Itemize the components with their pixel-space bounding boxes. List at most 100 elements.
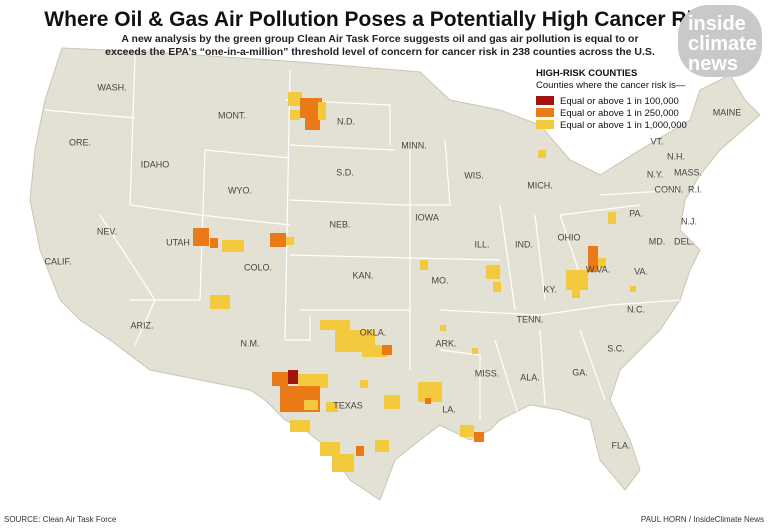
state-label: MONT. bbox=[218, 110, 246, 120]
state-label: NEB. bbox=[329, 219, 350, 229]
logo: inside climate news bbox=[678, 5, 762, 77]
state-label: WIS. bbox=[464, 170, 484, 180]
state-label: LA. bbox=[442, 404, 456, 414]
state-label: ILL. bbox=[474, 239, 489, 249]
county-cluster bbox=[425, 398, 431, 404]
state-label: COLO. bbox=[244, 262, 272, 272]
county-cluster bbox=[193, 228, 209, 246]
state-label: MINN. bbox=[401, 140, 427, 150]
county-cluster bbox=[210, 295, 230, 309]
state-label: TEXAS bbox=[333, 400, 363, 410]
county-cluster bbox=[320, 320, 350, 330]
legend-swatch bbox=[536, 108, 554, 117]
county-cluster bbox=[572, 286, 580, 298]
legend-subtitle: Counties where the cancer risk is— bbox=[536, 80, 686, 91]
state-label: MO. bbox=[432, 275, 449, 285]
county-cluster bbox=[566, 270, 588, 290]
state-label: S.C. bbox=[607, 343, 625, 353]
county-cluster bbox=[493, 282, 501, 292]
county-cluster bbox=[486, 265, 500, 279]
state-label: GA. bbox=[572, 367, 588, 377]
state-label: S.D. bbox=[336, 167, 354, 177]
county-cluster bbox=[320, 442, 340, 456]
state-label: MD. bbox=[649, 236, 666, 246]
county-cluster bbox=[286, 237, 294, 245]
state-label: N.D. bbox=[337, 116, 355, 126]
county-cluster bbox=[375, 440, 389, 452]
state-label: MASS. bbox=[674, 167, 702, 177]
state-label: N.H. bbox=[667, 151, 685, 161]
county-cluster bbox=[382, 345, 392, 355]
county-cluster bbox=[288, 370, 298, 384]
state-label: MICH. bbox=[527, 180, 553, 190]
legend-label: Equal or above 1 in 100,000 bbox=[560, 96, 679, 107]
county-cluster bbox=[272, 372, 288, 386]
county-cluster bbox=[288, 92, 302, 106]
state-label: IDAHO bbox=[141, 159, 170, 169]
legend-label: Equal or above 1 in 1,000,000 bbox=[560, 120, 687, 131]
legend-label: Equal or above 1 in 250,000 bbox=[560, 108, 679, 119]
county-cluster bbox=[384, 395, 400, 409]
county-cluster bbox=[474, 432, 484, 442]
state-label: N.M. bbox=[241, 338, 260, 348]
state-label: VA. bbox=[634, 266, 648, 276]
state-label: WYO. bbox=[228, 185, 252, 195]
county-cluster bbox=[300, 98, 322, 118]
state-label: ARIZ. bbox=[130, 320, 153, 330]
county-cluster bbox=[538, 150, 546, 158]
state-label: CALIF. bbox=[44, 256, 71, 266]
state-label: VT. bbox=[650, 136, 663, 146]
county-cluster bbox=[608, 212, 616, 224]
county-cluster bbox=[318, 102, 326, 120]
state-label: ALA. bbox=[520, 372, 540, 382]
state-label: NEV. bbox=[97, 226, 117, 236]
county-cluster bbox=[222, 240, 244, 252]
legend-swatch bbox=[536, 96, 554, 105]
logo-text: news bbox=[688, 53, 738, 75]
county-cluster bbox=[360, 380, 368, 388]
state-label: IOWA bbox=[415, 212, 439, 222]
state-labels: WASH. ORE. CALIF. NEV. IDAHO MONT. WYO. … bbox=[44, 82, 741, 450]
county-cluster bbox=[440, 325, 446, 331]
state-label: FLA. bbox=[611, 440, 630, 450]
county-cluster bbox=[356, 446, 364, 456]
county-cluster bbox=[588, 246, 598, 272]
state-label: KY. bbox=[543, 284, 556, 294]
county-cluster bbox=[630, 286, 636, 292]
county-cluster bbox=[298, 374, 328, 388]
us-land bbox=[29, 47, 761, 501]
state-label: DEL. bbox=[674, 236, 694, 246]
state-label: N.Y. bbox=[647, 169, 663, 179]
legend-swatch bbox=[536, 120, 554, 129]
state-label: ORE. bbox=[69, 137, 91, 147]
state-label: N.C. bbox=[627, 304, 645, 314]
subtitle: A new analysis by the green group Clean … bbox=[121, 33, 638, 45]
risk-counties bbox=[193, 92, 636, 472]
county-cluster bbox=[472, 348, 478, 354]
legend: HIGH-RISK COUNTIES Counties where the ca… bbox=[536, 68, 687, 131]
logo-text: climate bbox=[688, 33, 757, 55]
state-label: R.I. bbox=[688, 184, 702, 194]
county-cluster bbox=[270, 233, 286, 247]
state-label: OKLA. bbox=[360, 327, 387, 337]
state-label: KAN. bbox=[352, 270, 373, 280]
state-label: N.J. bbox=[681, 216, 697, 226]
county-cluster bbox=[290, 420, 310, 432]
state-label: CONN. bbox=[655, 184, 684, 194]
legend-title: HIGH-RISK COUNTIES bbox=[536, 68, 637, 79]
state-borders bbox=[44, 54, 681, 421]
source: SOURCE: Clean Air Task Force bbox=[4, 515, 117, 524]
state-label: MAINE bbox=[713, 107, 742, 117]
logo-badge bbox=[678, 5, 762, 77]
credit: PAUL HORN / InsideClimate News bbox=[641, 515, 764, 524]
county-cluster bbox=[362, 345, 387, 357]
county-cluster bbox=[332, 454, 354, 472]
county-cluster bbox=[304, 400, 318, 410]
county-cluster bbox=[290, 110, 300, 120]
state-label: OHIO bbox=[557, 232, 580, 242]
logo-text: inside bbox=[688, 13, 746, 35]
state-label: W.VA. bbox=[586, 264, 610, 274]
title: Where Oil & Gas Air Pollution Poses a Po… bbox=[44, 8, 716, 31]
state-label: UTAH bbox=[166, 237, 190, 247]
